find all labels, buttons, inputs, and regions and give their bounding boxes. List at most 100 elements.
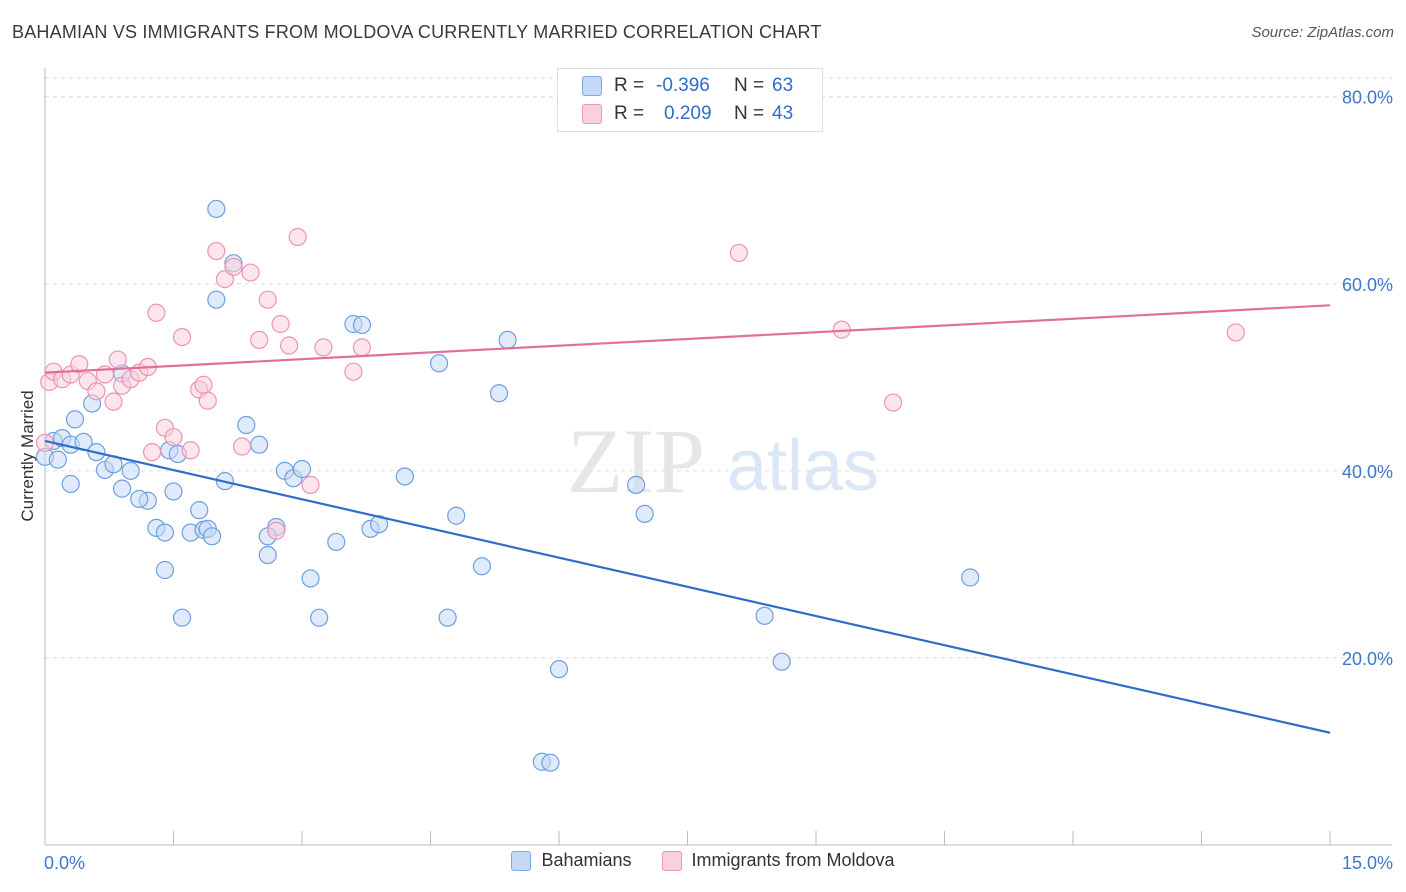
stats-row-moldova: R = 0.209 N = 43 xyxy=(582,103,793,125)
gridlines xyxy=(45,77,1392,659)
data-point xyxy=(142,443,162,462)
stats-swatch-pink xyxy=(582,104,602,124)
data-point xyxy=(181,441,200,460)
stats-swatch-blue xyxy=(582,76,602,96)
data-point xyxy=(258,290,277,309)
y-tick-label: 60.0% xyxy=(1342,275,1393,295)
data-point xyxy=(207,199,226,219)
x-tick-label-max: 15.0% xyxy=(1342,853,1393,873)
data-point xyxy=(70,355,89,374)
x-tick-label-min: 0.0% xyxy=(44,853,85,873)
tick-labels: 20.0% 40.0% 60.0% 80.0% 0.0% 15.0% xyxy=(44,88,1393,873)
data-point xyxy=(65,410,85,429)
data-point xyxy=(438,608,457,627)
data-point xyxy=(1226,323,1245,342)
source-credit: Source: ZipAtlas.com xyxy=(1251,24,1394,41)
data-point xyxy=(541,753,560,772)
legend-swatch-pink xyxy=(661,850,682,871)
trend-lines xyxy=(44,304,1331,734)
n-value: 43 xyxy=(772,103,794,124)
data-point xyxy=(626,475,646,494)
legend-label-moldova: Immigrants from Moldova xyxy=(691,850,895,870)
legend-label-bahamians: Bahamians xyxy=(541,850,632,870)
data-point xyxy=(112,479,132,498)
y-tick-label: 40.0% xyxy=(1342,462,1393,482)
data-point xyxy=(755,606,774,625)
data-point xyxy=(121,461,140,480)
data-point xyxy=(155,523,175,542)
data-point xyxy=(198,391,217,410)
data-point xyxy=(301,475,320,494)
data-point xyxy=(172,608,192,627)
watermark-zip: ZIP xyxy=(567,410,705,512)
data-point xyxy=(155,560,175,580)
data-point xyxy=(241,263,260,282)
data-point xyxy=(164,482,183,501)
data-point xyxy=(301,569,320,588)
data-point xyxy=(447,506,466,525)
n-label: N = xyxy=(734,103,765,124)
data-point xyxy=(194,375,213,394)
data-point xyxy=(190,501,209,520)
r-label: R = xyxy=(614,75,645,96)
n-label: N = xyxy=(734,75,765,96)
data-point xyxy=(549,660,569,679)
r-value: -0.396 xyxy=(656,75,710,96)
trend-line xyxy=(44,439,1331,734)
data-point xyxy=(635,504,654,523)
trend-line xyxy=(44,304,1331,374)
data-point xyxy=(224,257,243,277)
legend-swatch-blue xyxy=(511,850,532,871)
data-point xyxy=(48,450,67,469)
legend-item-bahamians[interactable]: Bahamians xyxy=(511,850,632,871)
watermark-atlas: atlas xyxy=(727,426,879,506)
data-point xyxy=(772,652,791,671)
data-point xyxy=(883,393,903,412)
data-point xyxy=(370,515,389,534)
series-legend: Bahamians Immigrants from Moldova xyxy=(0,850,1406,871)
r-value: 0.209 xyxy=(664,103,712,124)
data-point xyxy=(267,521,286,540)
data-point xyxy=(271,314,290,334)
data-point xyxy=(164,428,183,447)
stats-legend: R = -0.396 N = 63 R = 0.209 N = 43 xyxy=(557,68,823,132)
data-point xyxy=(489,384,509,403)
data-point xyxy=(250,435,269,454)
data-point xyxy=(310,608,329,627)
r-label: R = xyxy=(614,103,645,124)
data-point xyxy=(87,382,106,401)
data-point xyxy=(352,338,372,357)
chart-title: BAHAMIAN VS IMMIGRANTS FROM MOLDOVA CURR… xyxy=(12,22,822,42)
legend-item-moldova[interactable]: Immigrants from Moldova xyxy=(661,850,895,871)
y-tick-label: 80.0% xyxy=(1342,88,1393,108)
data-point xyxy=(250,330,269,350)
data-point xyxy=(961,568,980,587)
data-point xyxy=(429,354,449,373)
data-point xyxy=(472,557,491,576)
data-point xyxy=(395,467,414,486)
data-point xyxy=(147,303,166,322)
data-point xyxy=(292,459,312,479)
n-value: 63 xyxy=(772,75,794,96)
data-point xyxy=(108,350,127,369)
data-point xyxy=(729,243,749,263)
data-point xyxy=(288,227,307,247)
data-point xyxy=(130,489,149,509)
data-point xyxy=(202,527,222,546)
data-point xyxy=(61,474,80,494)
data-point xyxy=(352,315,372,335)
data-point xyxy=(498,330,517,350)
data-point xyxy=(172,327,192,347)
data-point xyxy=(232,437,252,456)
data-point xyxy=(327,532,346,552)
data-point xyxy=(237,415,256,435)
stats-row-bahamians: R = -0.396 N = 63 xyxy=(582,75,793,97)
data-point xyxy=(207,241,226,261)
data-point xyxy=(344,362,363,381)
axes xyxy=(44,68,1392,846)
y-tick-label: 20.0% xyxy=(1342,649,1393,669)
data-point xyxy=(207,290,226,309)
series-bahamians-points xyxy=(35,199,980,772)
